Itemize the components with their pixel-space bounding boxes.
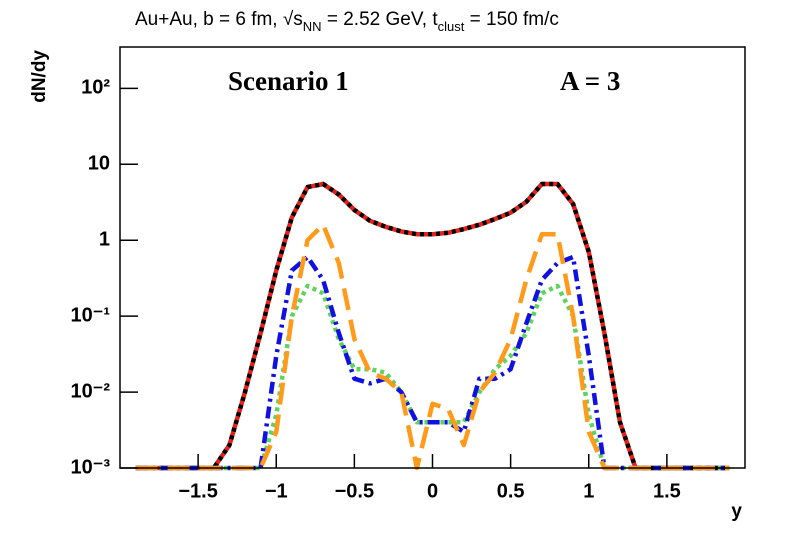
title-part: = 150 fm/c — [464, 9, 559, 30]
y-tick-label: 10⁻¹ — [71, 304, 111, 326]
x-tick-label: −1.5 — [178, 480, 217, 502]
x-axis-label: y — [731, 501, 742, 522]
title-part: clust — [438, 19, 465, 34]
x-tick-label: −0.5 — [335, 480, 374, 502]
chart-title: Au+Au, b = 6 fm, √sNN = 2.52 GeV, tclust… — [135, 9, 559, 34]
y-tick-label: 10⁻³ — [71, 456, 111, 478]
title-part: = 2.52 GeV, t — [322, 9, 439, 30]
annotation: A = 3 — [560, 66, 620, 96]
x-tick-label: −1 — [265, 480, 288, 502]
x-tick-label: 0.5 — [497, 480, 525, 502]
y-tick-label: 10 — [88, 153, 110, 175]
title-part: Au+Au, b = 6 fm, √s — [135, 9, 303, 30]
title-part: NN — [303, 19, 322, 34]
annotation: Scenario 1 — [228, 66, 349, 96]
x-tick-label: 0 — [427, 480, 438, 502]
y-tick-label: 1 — [99, 228, 110, 250]
y-tick-label: 10⁻² — [71, 380, 111, 402]
x-tick-label: 1 — [583, 480, 594, 502]
y-axis-label: dN/dy — [29, 50, 50, 103]
x-tick-label: 1.5 — [653, 480, 681, 502]
y-tick-label: 10² — [81, 77, 110, 99]
data-line — [135, 181, 730, 471]
